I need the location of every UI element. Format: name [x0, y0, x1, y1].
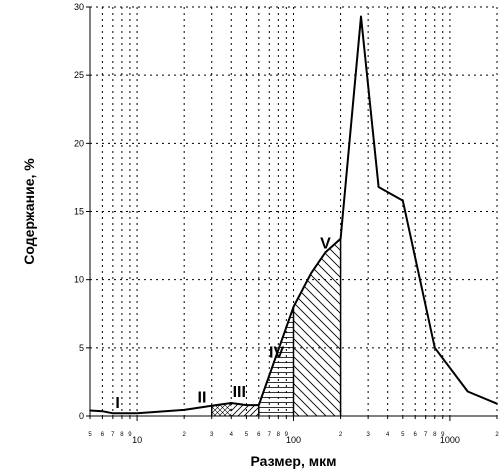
data-point	[433, 347, 436, 349]
zone-boundaries	[210, 238, 342, 416]
data-point	[101, 410, 104, 413]
zone-label-iv: IV	[269, 344, 284, 361]
data-point	[230, 402, 233, 404]
x-minor-tick-label: 7	[424, 432, 428, 438]
y-tick-label: 10	[74, 275, 84, 285]
y-tick-label: 25	[74, 70, 84, 80]
x-minor-tick-label: 8	[120, 432, 124, 438]
data-point	[324, 251, 327, 254]
x-minor-tick-label: 4	[386, 432, 390, 438]
x-minor-tick-label: 4	[230, 432, 234, 438]
data-point	[183, 409, 185, 411]
data-point	[339, 237, 342, 240]
x-minor-tick-label: 5	[401, 432, 405, 438]
x-minor-tick-label: 5	[88, 432, 92, 438]
x-minor-tick-label: 2	[182, 432, 186, 438]
x-minor-tick-label: 2	[495, 432, 499, 438]
zone-label-iii: III	[233, 384, 246, 401]
x-minor-tick-label: 8	[277, 432, 281, 438]
zone-label-ii: II	[198, 389, 207, 406]
x-minor-tick-label: 9	[128, 432, 132, 438]
data-point	[210, 404, 213, 407]
data-point	[292, 306, 295, 308]
x-minor-tick-label: 3	[366, 432, 370, 438]
y-tick-label: 0	[79, 411, 84, 421]
y-tick-label: 15	[74, 207, 84, 217]
data-point	[112, 412, 114, 415]
x-tick-label: 10	[132, 435, 142, 445]
x-minor-tick-label: 6	[257, 432, 261, 438]
data-point	[310, 272, 313, 274]
data-point	[257, 404, 260, 406]
x-minor-tick-label: 8	[433, 432, 437, 438]
y-axis-title: Содержание, %	[21, 158, 37, 265]
x-minor-tick-label: 2	[339, 432, 343, 438]
data-point	[402, 199, 404, 202]
data-point	[136, 412, 138, 415]
x-minor-tick-label: 7	[268, 432, 272, 438]
x-axis-title: Размер, мкм	[251, 453, 337, 469]
x-minor-tick-label: 9	[285, 432, 289, 438]
data-point	[377, 186, 380, 188]
y-tick-label: 20	[74, 138, 84, 148]
data-point	[466, 390, 469, 393]
x-minor-tick-label: 9	[441, 432, 445, 438]
x-minor-tick-label: 7	[111, 432, 115, 438]
x-minor-tick-label: 3	[210, 432, 214, 438]
hatched-region	[211, 403, 232, 416]
x-tick-label: 1000	[440, 435, 460, 445]
x-minor-tick-label: 5	[245, 432, 249, 438]
y-tick-label: 30	[74, 2, 84, 12]
hatched-region	[231, 403, 259, 416]
hatched-regions	[211, 238, 341, 416]
x-tick-label: 100	[286, 435, 301, 445]
x-minor-tick-label: 6	[101, 432, 105, 438]
zone-label-v: V	[320, 235, 331, 252]
zone-label-i: I	[115, 395, 119, 412]
hatched-region	[293, 238, 341, 416]
x-minor-tick-label: 6	[414, 432, 418, 438]
data-point	[245, 404, 248, 406]
y-tick-label: 5	[79, 343, 84, 353]
data-point	[496, 402, 498, 405]
data-point	[360, 15, 362, 18]
